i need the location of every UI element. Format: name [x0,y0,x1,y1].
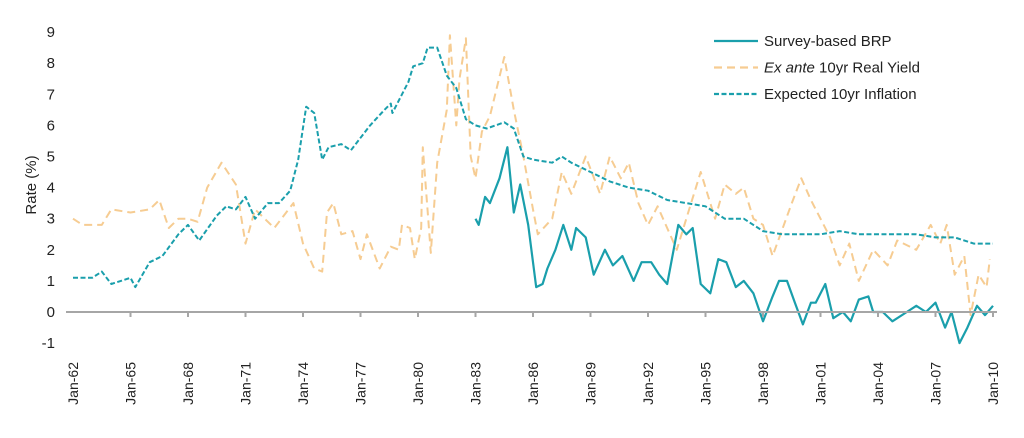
x-tick-label: Jan-77 [353,362,369,405]
y-tick-label: 0 [47,304,55,321]
x-tick-label: Jan-80 [410,362,426,405]
x-tick-label: Jan-04 [870,362,886,405]
x-tick-label: Jan-83 [468,362,484,405]
legend-item: Expected 10yr Inflation [714,86,917,103]
y-tick-label: 7 [47,86,55,103]
legend-label: Ex ante 10yr Real Yield [764,60,920,77]
x-tick-label: Jan-98 [755,362,771,405]
y-axis-label: Rate (%) [23,155,40,214]
x-tick-label: Jan-68 [180,362,196,405]
x-tick-label: Jan-65 [123,362,139,405]
legend: Survey-based BRP Ex ante 10yr Real Yield E… [714,33,920,103]
y-tick-label: 5 [47,149,55,166]
y-tick-labels: -1 0 1 2 3 4 5 6 7 8 9 [42,24,55,352]
y-tick-label: 6 [47,117,55,134]
series-lines [72,34,994,345]
y-tick-label: 3 [47,211,55,228]
y-tick-label: 4 [47,180,55,197]
y-tick-label: 2 [47,242,55,259]
y-tick-label: 8 [47,55,55,72]
x-tick-label: Jan-89 [583,362,599,405]
x-tick-label: Jan-71 [238,362,254,405]
x-tick-label: Jan-10 [985,362,1001,405]
x-tick-label: Jan-92 [640,362,656,405]
legend-label: Survey-based BRP [764,33,892,50]
x-tick-label: Jan-86 [525,362,541,405]
series-line-expected-10yr-inflation [73,46,993,289]
x-tick-label: Jan-07 [928,362,944,405]
y-tick-label: -1 [42,335,55,352]
x-tick-label: Jan-74 [295,362,311,405]
x-tick-label: Jan-62 [65,362,81,405]
x-tick-label: Jan-01 [813,362,829,405]
legend-item: Survey-based BRP [714,33,892,50]
legend-item: Ex ante 10yr Real Yield [714,60,920,77]
y-tick-label: 9 [47,24,55,41]
x-tick-label: Jan-95 [698,362,714,405]
series-line-survey-based-brp [474,146,994,345]
legend-label: Expected 10yr Inflation [764,86,917,103]
y-tick-label: 1 [47,273,55,290]
x-axis: Jan-62 Jan-65 Jan-68 Jan-71 Jan-74 Jan-77 Jan-… [65,311,1001,405]
series-line-ex-ante-10yr-real-yield [72,34,991,317]
